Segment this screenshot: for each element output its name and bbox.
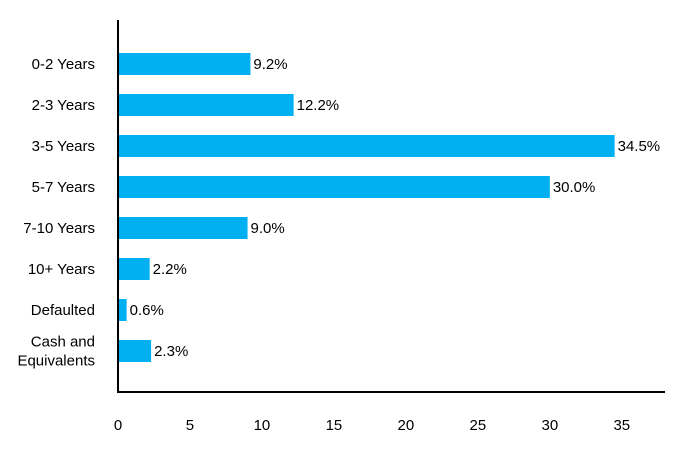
category-label: 7-10 Years <box>23 220 95 237</box>
data-label: 2.2% <box>153 261 187 278</box>
bar <box>118 299 127 321</box>
category-label-line: Equivalents <box>17 353 95 370</box>
bar <box>118 176 550 198</box>
x-tick-label: 10 <box>254 417 271 434</box>
bar <box>118 217 248 239</box>
bars-group <box>118 53 615 362</box>
category-label-line: Cash and <box>31 334 95 351</box>
bar <box>118 340 152 362</box>
category-label-line: 7-10 Years <box>23 220 95 237</box>
category-label: Cash and Equivalents <box>17 334 95 370</box>
category-labels-group: 0-2 Years 2-3 Years 3-5 Years 5-7 Years 7-10… <box>17 56 95 370</box>
category-label: 0-2 Years <box>32 56 95 73</box>
data-label: 9.0% <box>251 220 285 237</box>
bar <box>118 94 294 116</box>
data-label: 2.3% <box>154 343 188 360</box>
category-label: 10+ Years <box>28 261 95 278</box>
x-tick-label: 30 <box>541 417 558 434</box>
category-label: 3-5 Years <box>32 138 95 155</box>
x-tick-label: 15 <box>326 417 343 434</box>
category-label-line: 10+ Years <box>28 261 95 278</box>
data-label: 30.0% <box>553 179 596 196</box>
x-tick-labels-group: 0 5 10 15 20 25 30 35 <box>114 417 630 434</box>
data-label: 9.2% <box>253 56 287 73</box>
x-tick-label: 5 <box>186 417 194 434</box>
bar <box>118 135 615 157</box>
category-label: 2-3 Years <box>32 97 95 114</box>
category-label-line: Defaulted <box>31 302 95 319</box>
bar <box>118 258 150 280</box>
category-label-line: 0-2 Years <box>32 56 95 73</box>
category-label-line: 5-7 Years <box>32 179 95 196</box>
category-label: 5-7 Years <box>32 179 95 196</box>
category-label-line: 3-5 Years <box>32 138 95 155</box>
x-tick-label: 25 <box>470 417 487 434</box>
category-label: Defaulted <box>31 302 95 319</box>
bar <box>118 53 251 75</box>
category-label-line: 2-3 Years <box>32 97 95 114</box>
x-tick-label: 20 <box>398 417 415 434</box>
value-labels-group: 9.2% 12.2% 34.5% 30.0% 9.0% 2.2% 0.6% 2.3% <box>130 56 661 360</box>
data-label: 34.5% <box>618 138 661 155</box>
x-tick-label: 0 <box>114 417 122 434</box>
data-label: 12.2% <box>297 97 340 114</box>
x-tick-label: 35 <box>613 417 630 434</box>
data-label: 0.6% <box>130 302 164 319</box>
